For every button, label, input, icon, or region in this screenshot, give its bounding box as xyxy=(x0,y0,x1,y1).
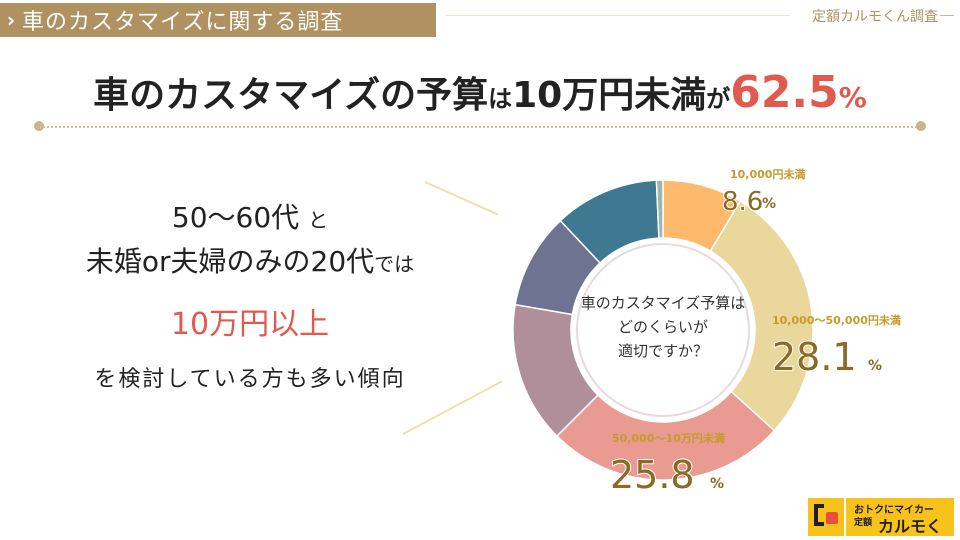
headline: 車のカスタマイズの予算は10万円未満が62.5% xyxy=(0,66,960,118)
finding-line1: 50〜60代 と xyxy=(30,198,470,240)
finding-line2-particle: では xyxy=(374,252,415,276)
brand-rule xyxy=(940,15,954,16)
donut-hole xyxy=(574,241,752,419)
slice-value: 28.1 xyxy=(772,335,857,379)
divider-dot-right xyxy=(916,121,926,131)
donut-slice-6 xyxy=(655,179,664,239)
finding-line2-main: 未婚or夫婦のみの20代 xyxy=(85,245,375,278)
finding-text: 50〜60代 と 未婚or夫婦のみの20代では 10万円以上 を検討している方も… xyxy=(30,198,470,400)
section-title: 車のカスタマイズに関する調査 xyxy=(22,10,344,35)
slice-unit: % xyxy=(710,476,724,492)
brand-tag: 定額カルモくん調査 xyxy=(812,9,938,25)
finding-accent: 10万円以上 xyxy=(170,307,330,342)
chevron-right-icon: › xyxy=(6,8,16,32)
headline-part2: は xyxy=(488,85,513,113)
divider-dot-left xyxy=(34,121,44,131)
brand-logo: おトクにマイカー 定額 カルモくん xyxy=(808,498,954,536)
headline-part3: 10万円未満 xyxy=(512,75,707,116)
center-label-line: 車のカスタマイズ予算は xyxy=(581,294,746,312)
slice-label: 10,000〜50,000円未満 xyxy=(772,313,901,327)
headline-value: 62.5 xyxy=(730,67,839,118)
headline-part1: 車のカスタマイズの予算 xyxy=(93,75,489,116)
headline-part4: が xyxy=(706,85,731,113)
finding-line4: を検討している方も多い傾向 xyxy=(94,367,406,392)
logo-line2: 定額 xyxy=(854,518,873,528)
donut-slice-2 xyxy=(555,390,776,481)
center-label-line: どのくらいが xyxy=(618,318,708,336)
slice-unit: % xyxy=(762,196,776,212)
finding-line2: 未婚or夫婦のみの20代では xyxy=(30,240,470,286)
finding-line1-particle: と xyxy=(308,208,329,232)
slice-label: 50,000〜10万円未満 xyxy=(612,431,725,445)
logo-line1: おトクにマイカー xyxy=(854,505,934,516)
slice-value: 25.8 xyxy=(610,453,695,497)
logo-line3: カルモくん xyxy=(878,517,943,536)
donut-slice-1 xyxy=(709,200,814,432)
slice-label: 10,000円未満 xyxy=(730,167,805,181)
slice-unit: % xyxy=(868,358,882,374)
headline-unit: % xyxy=(838,81,867,114)
donut-inner-ring xyxy=(576,243,750,417)
slice-value: 8.6 xyxy=(722,187,763,217)
section-header: › 車のカスタマイズに関する調査 xyxy=(0,3,436,37)
dotted-divider xyxy=(40,126,920,128)
finding-line1-main: 50〜60代 xyxy=(171,201,300,234)
header-rule xyxy=(446,15,790,16)
logo-mark-icon xyxy=(808,498,844,536)
center-label-line: 適切ですか？ xyxy=(618,342,708,360)
